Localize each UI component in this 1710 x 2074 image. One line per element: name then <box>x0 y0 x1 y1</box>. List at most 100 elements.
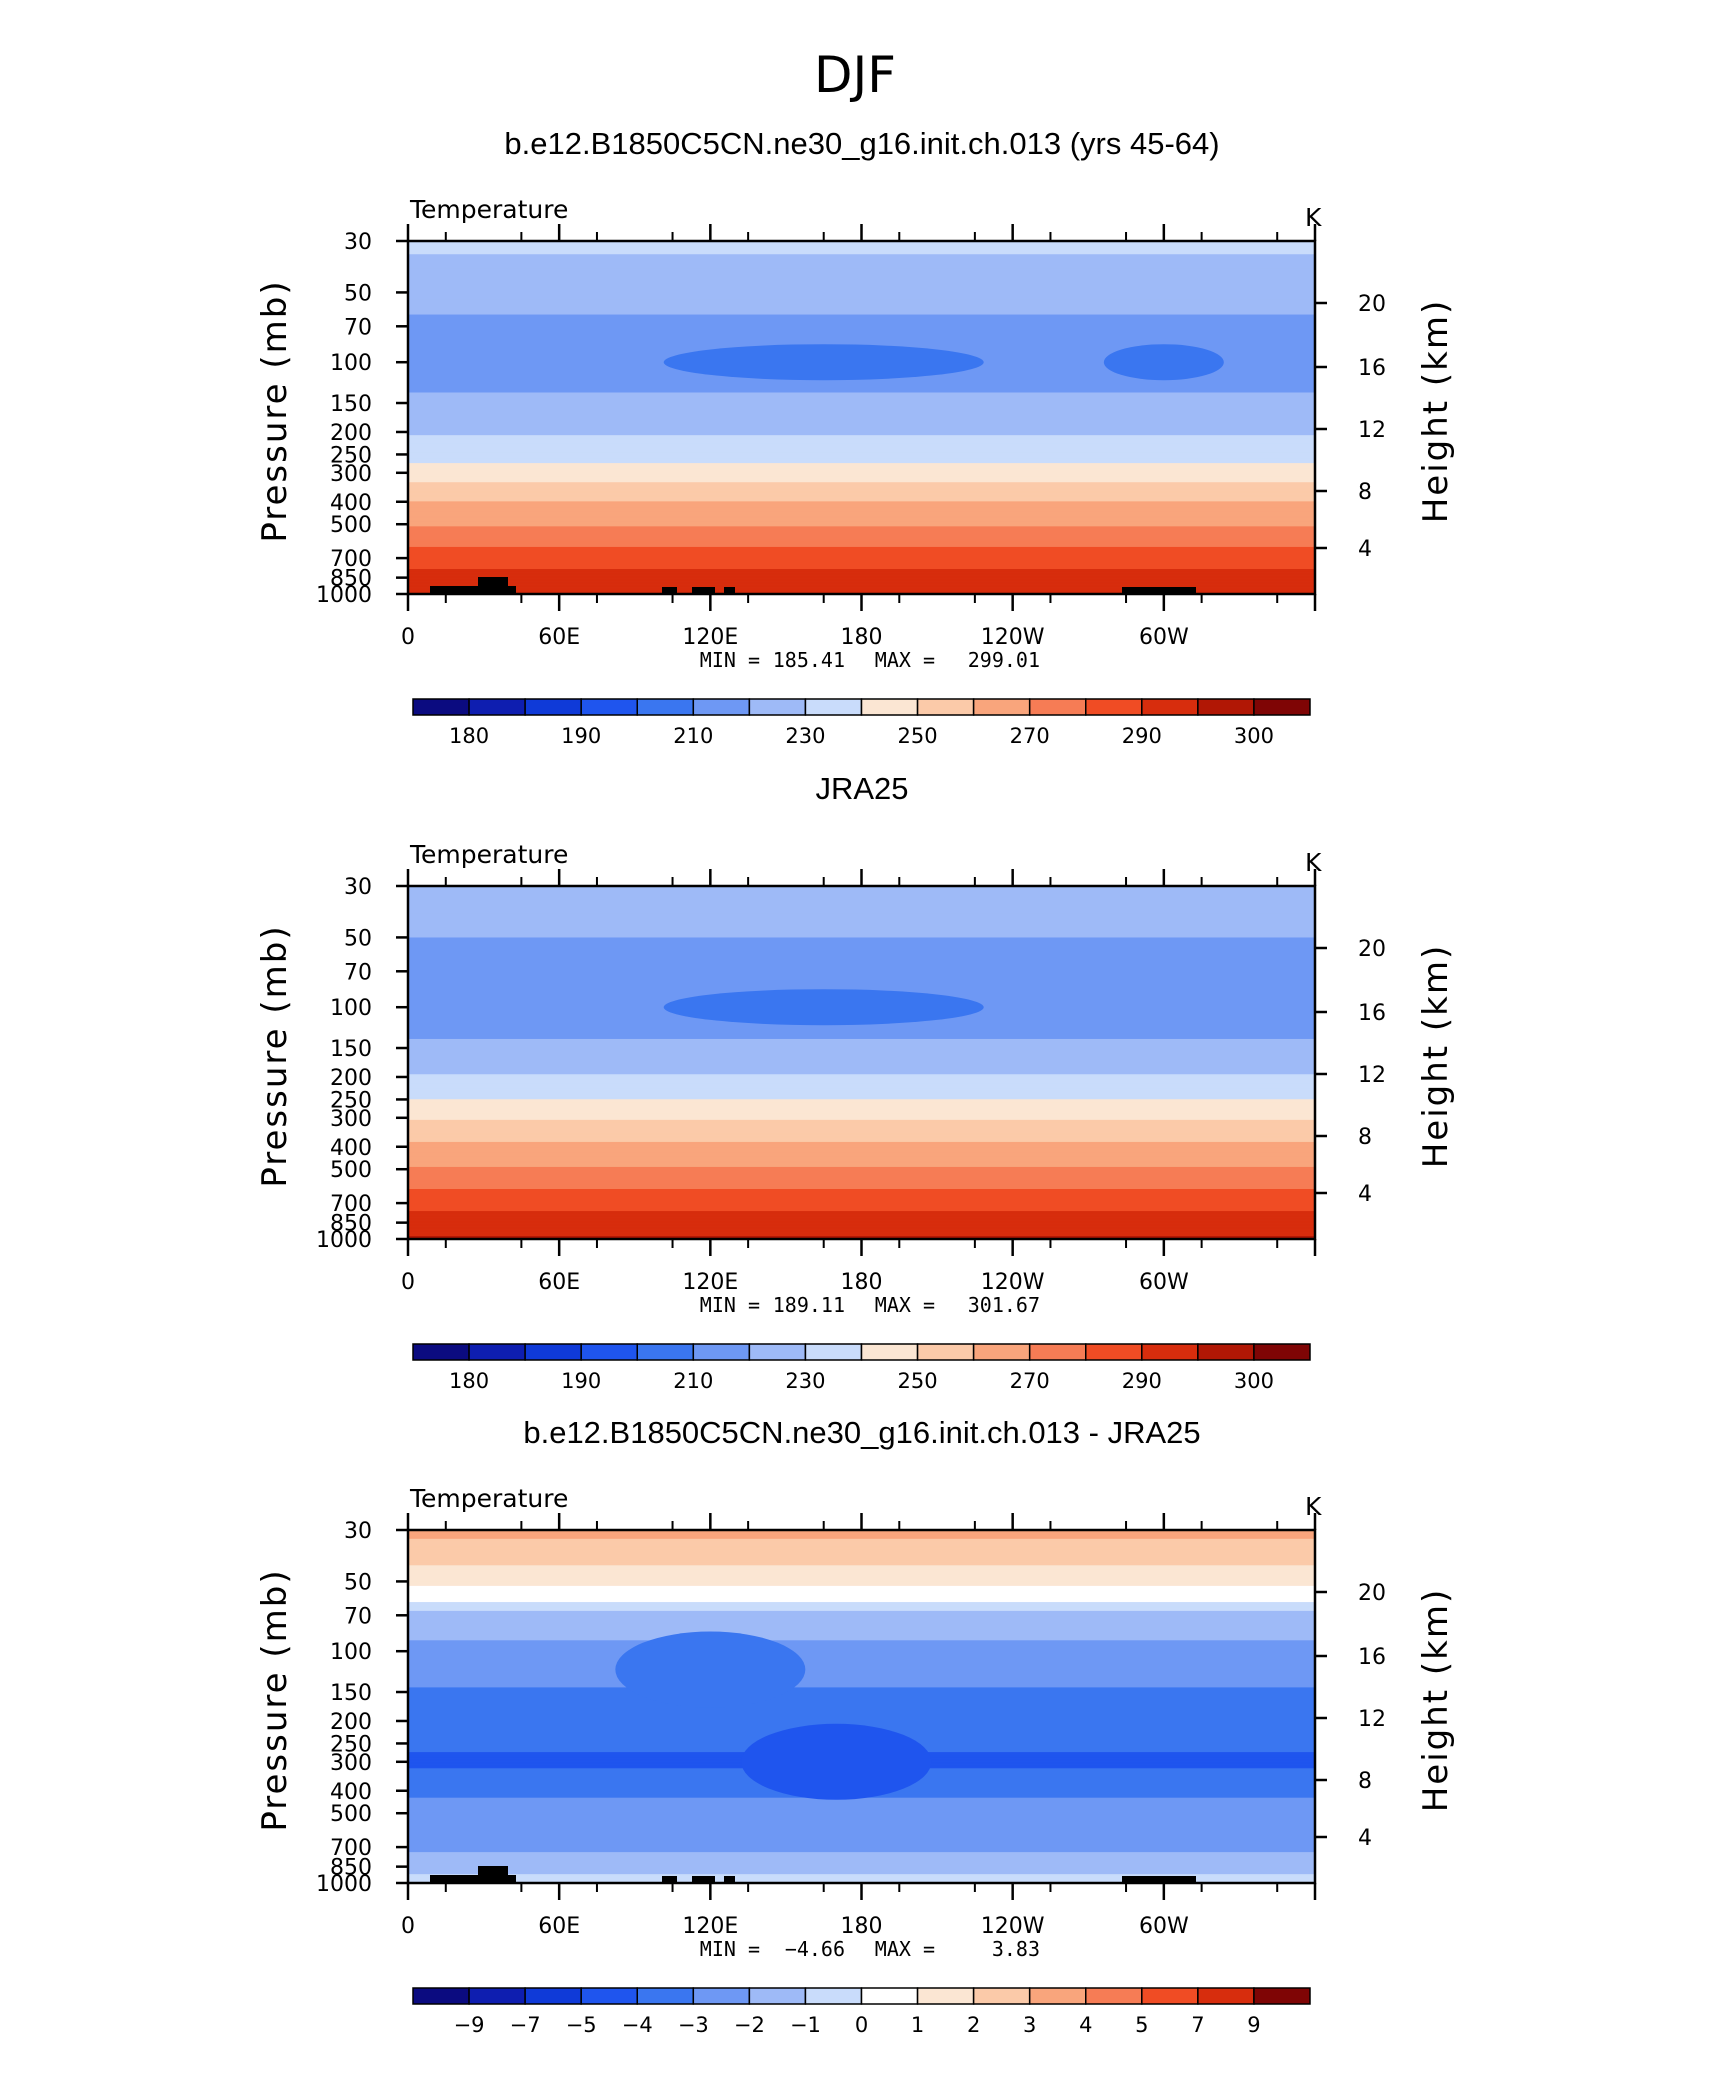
contour-band <box>408 495 1315 498</box>
contour-band <box>408 1837 1315 1840</box>
y-tick-label: 500 <box>330 1802 372 1827</box>
contour-band <box>408 296 1315 300</box>
y-tick-label: 700 <box>330 1192 372 1217</box>
contour-band <box>408 518 1315 522</box>
contour-band <box>408 1813 1315 1817</box>
contour-band <box>408 455 1315 459</box>
panels: b.e12.B1850C5CN.ne30_g16.init.ch.013 (yr… <box>255 126 1456 2037</box>
contour-band <box>408 310 1315 313</box>
contour-band <box>408 1208 1315 1211</box>
contour-band <box>408 1669 1315 1672</box>
contour-band <box>408 580 1315 584</box>
contour-band <box>408 950 1315 953</box>
y-tick-label: 150 <box>330 392 372 417</box>
contour-band <box>408 1841 1315 1845</box>
contour-band <box>408 1715 1315 1718</box>
colorbar-label: 290 <box>1122 724 1162 748</box>
contour-band <box>408 589 1315 592</box>
colorbar-box <box>916 1987 975 2005</box>
contour-band <box>408 293 1315 297</box>
contour-band <box>408 533 1315 536</box>
contour-feature <box>615 1631 806 1708</box>
contour-band <box>408 1713 1315 1717</box>
contour-band <box>408 410 1315 413</box>
colorbar-label: 230 <box>785 724 825 748</box>
y2-tick-label: 20 <box>1358 937 1386 962</box>
contour-band <box>408 1678 1315 1681</box>
contour-band <box>408 1557 1315 1561</box>
colorbar-box <box>1197 698 1255 716</box>
contour-band <box>408 482 1315 485</box>
contour-band <box>408 1532 1315 1536</box>
y-tick-label: 100 <box>330 996 372 1021</box>
colorbar-label: 250 <box>898 1369 938 1393</box>
contour-band <box>408 1869 1315 1873</box>
contour-band <box>408 1674 1315 1677</box>
contour-band <box>408 908 1315 911</box>
contour-band <box>408 968 1315 971</box>
contour-band <box>408 1815 1315 1818</box>
contour-band <box>408 1666 1315 1670</box>
x-tick-label: 60E <box>538 625 580 650</box>
contour-band <box>408 249 1315 253</box>
contour-band <box>408 1649 1315 1652</box>
contour-band <box>408 1596 1315 1599</box>
contour-band <box>408 1697 1315 1700</box>
contour-band <box>408 524 1315 528</box>
colorbar-box <box>636 698 695 716</box>
contour-band <box>408 1124 1315 1127</box>
contour-band <box>408 1622 1315 1625</box>
y2-tick-label: 16 <box>1358 1645 1386 1670</box>
y-tick-label: 70 <box>344 1604 372 1629</box>
y-tick-label: 500 <box>330 513 372 538</box>
colorbar-label: 270 <box>1010 724 1050 748</box>
y-tick-label: 250 <box>330 1088 372 1113</box>
panel-title: b.e12.B1850C5CN.ne30_g16.init.ch.013 (yr… <box>504 126 1219 161</box>
topography-block <box>662 1876 677 1883</box>
contour-band <box>408 888 1315 892</box>
contour-band <box>408 1709 1315 1712</box>
contour-band <box>408 933 1315 936</box>
contour-band <box>408 1193 1315 1196</box>
contour-band <box>408 1141 1315 1145</box>
contour-band <box>408 285 1315 288</box>
contour-band <box>408 1600 1315 1603</box>
contour-band <box>408 1534 1315 1537</box>
contour-band <box>408 1144 1315 1148</box>
colorbar-label: 190 <box>561 1369 601 1393</box>
contour-band <box>408 1078 1315 1081</box>
contour-band <box>408 258 1315 261</box>
y-tick-label: 100 <box>330 1640 372 1665</box>
contour-band <box>408 274 1315 278</box>
contour-band <box>408 551 1315 554</box>
contour-band <box>408 1062 1315 1065</box>
colorbar-box <box>972 1987 1031 2005</box>
contour-band <box>408 1175 1315 1179</box>
contour-band <box>408 959 1315 962</box>
contour-band <box>408 1225 1315 1229</box>
contour-band <box>408 1637 1315 1640</box>
colorbar-label: 4 <box>1079 2013 1092 2037</box>
contour-band <box>408 1091 1315 1095</box>
colorbar-box <box>636 1343 695 1361</box>
contour-band <box>408 1630 1315 1633</box>
contour-band <box>408 585 1315 588</box>
contour-band <box>408 1688 1315 1692</box>
contour-band <box>408 1716 1315 1720</box>
contour-band <box>408 1662 1315 1665</box>
contour-band <box>408 463 1315 466</box>
contour-band <box>408 1880 1315 1883</box>
contour-band <box>408 1149 1315 1152</box>
contour-band <box>408 1687 1315 1690</box>
contour-band <box>408 558 1315 561</box>
contour-band <box>408 922 1315 926</box>
contour-band <box>408 1668 1315 1671</box>
colorbar-label: 3 <box>1023 2013 1036 2037</box>
contour-band <box>408 402 1315 406</box>
contour-band <box>408 1546 1315 1549</box>
contour-band <box>408 1094 1315 1098</box>
contour-band <box>408 1213 1315 1217</box>
contour-band <box>408 277 1315 281</box>
contour-band <box>408 913 1315 917</box>
contour-band <box>408 938 1315 942</box>
